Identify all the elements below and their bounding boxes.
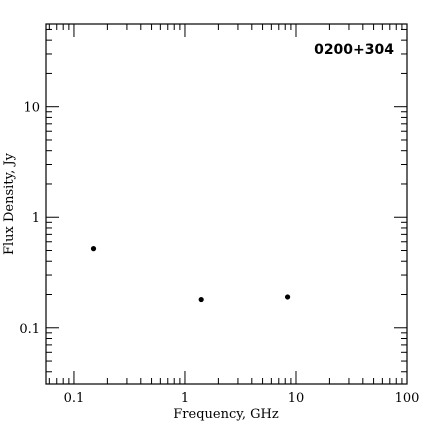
data-point — [90, 246, 97, 252]
axis-ticks — [46, 24, 408, 384]
y-tick-label: 10 — [23, 101, 40, 116]
x-tick-label: 1 — [181, 391, 189, 406]
data-point — [284, 294, 291, 300]
source-annotation: 0200+304 — [314, 42, 394, 58]
x-tick-label: 10 — [288, 391, 305, 406]
axis-tick-labels: 0.1 1 10 100 0.1 1 10 — [19, 101, 419, 406]
y-tick-label: 1 — [32, 211, 40, 226]
data-point — [198, 296, 204, 303]
data-points — [90, 246, 291, 303]
y-tick-label: 0.1 — [19, 322, 40, 337]
y-axis-label: Flux Density, Jy — [2, 152, 17, 255]
x-tick-label: 100 — [395, 391, 420, 406]
x-axis-label: Frequency, GHz — [173, 407, 279, 422]
plot-frame — [45, 23, 408, 385]
x-tick-label: 0.1 — [64, 391, 85, 406]
